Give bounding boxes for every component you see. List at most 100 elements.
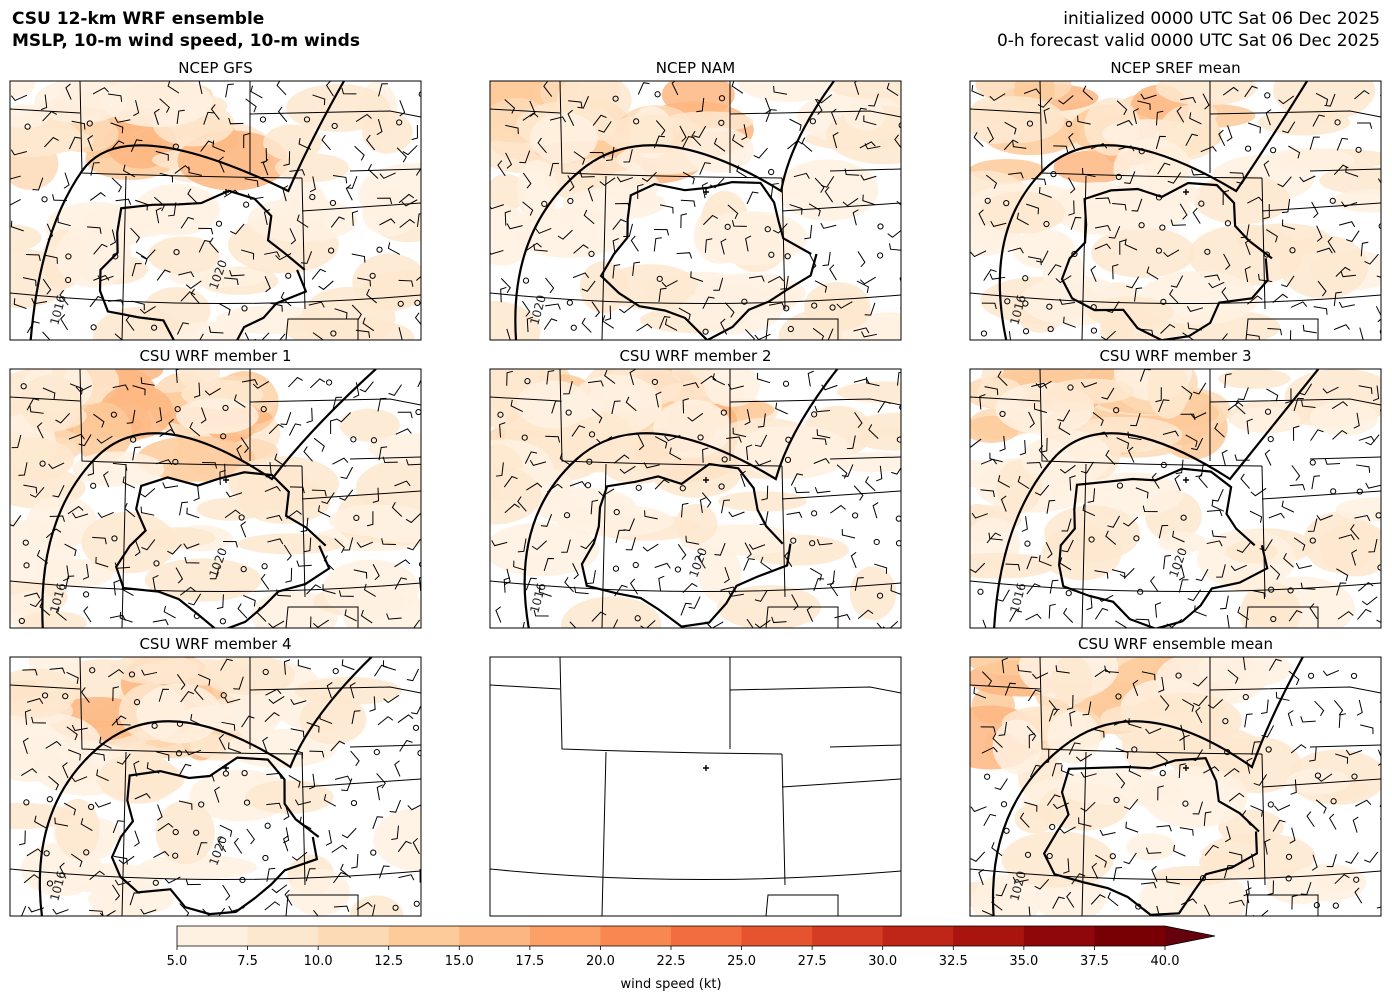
wind-barb xyxy=(1208,281,1225,289)
wind-barb xyxy=(1247,196,1264,204)
wind-barb xyxy=(661,280,678,288)
wind-barb xyxy=(654,436,668,449)
wind-barb xyxy=(351,304,362,320)
wind-barb xyxy=(1375,306,1381,323)
wind-barb xyxy=(615,529,626,544)
wind-barb xyxy=(387,242,401,255)
wind-shading xyxy=(718,491,807,512)
wind-shading xyxy=(970,96,1065,144)
calm-marker xyxy=(1329,197,1336,204)
wind-barb xyxy=(882,621,899,628)
wind-barb xyxy=(1251,589,1266,599)
calm-marker xyxy=(1267,801,1274,808)
wind-barb xyxy=(1104,665,1119,674)
wind-barb xyxy=(753,147,768,159)
calm-marker xyxy=(39,460,46,467)
wind-barb xyxy=(726,436,742,443)
wind-barb xyxy=(134,830,140,847)
wind-barb xyxy=(1046,499,1056,514)
wind-barb xyxy=(1154,602,1162,618)
location-marker xyxy=(703,189,709,195)
wind-barb xyxy=(1240,473,1250,489)
wind-shading xyxy=(844,101,886,131)
wind-barb xyxy=(860,174,877,181)
wind-barb xyxy=(300,517,309,533)
wind-barb xyxy=(405,513,421,524)
wind-barb xyxy=(377,397,387,412)
wind-barb xyxy=(236,444,243,462)
wind-barb xyxy=(200,407,207,424)
wind-barb xyxy=(1289,484,1306,491)
wind-barb xyxy=(857,251,866,268)
wind-barb xyxy=(1353,412,1360,429)
wind-barb xyxy=(1382,125,1388,141)
wind-shading xyxy=(490,300,541,340)
wind-barb xyxy=(1244,713,1253,728)
wind-barb xyxy=(641,171,657,182)
wind-barb xyxy=(405,459,421,466)
wind-shading xyxy=(10,127,95,154)
wind-barb xyxy=(981,746,998,754)
wind-barb xyxy=(587,185,594,202)
wind-barb xyxy=(90,192,106,201)
pressure-contour xyxy=(29,81,345,340)
wind-barb xyxy=(66,726,78,741)
wind-barb xyxy=(612,218,627,230)
wind-barb xyxy=(24,592,41,599)
wind-barb xyxy=(198,240,211,253)
wind-barb xyxy=(702,296,715,309)
wind-barb xyxy=(644,510,658,520)
wind-barb xyxy=(349,682,356,699)
wind-barb xyxy=(1048,603,1056,619)
wind-barb xyxy=(1151,865,1158,883)
wind-barb xyxy=(1260,699,1269,714)
wind-barb xyxy=(1160,323,1176,334)
wind-shading xyxy=(171,321,245,340)
wind-shading xyxy=(653,399,732,458)
calm-marker xyxy=(41,196,48,203)
wind-barb xyxy=(1162,430,1179,437)
wind-barb xyxy=(699,497,707,513)
calm-marker xyxy=(172,852,179,859)
wind-barb xyxy=(48,775,60,791)
panel-title: CSU WRF member 2 xyxy=(619,347,771,365)
wind-barb xyxy=(406,619,421,628)
wind-barb xyxy=(770,182,779,198)
calm-marker xyxy=(353,514,360,522)
wind-barb xyxy=(772,223,788,234)
wind-barb xyxy=(991,842,1003,857)
wind-barb xyxy=(1086,594,1093,611)
calm-marker xyxy=(1022,328,1030,335)
wind-barb xyxy=(669,447,682,461)
wind-barb xyxy=(26,848,43,857)
calm-marker xyxy=(417,749,421,757)
wind-barb xyxy=(676,252,693,259)
calm-marker xyxy=(24,123,31,130)
wind-barb xyxy=(343,537,354,551)
wind-barb xyxy=(394,559,411,568)
wind-barb xyxy=(1190,412,1207,419)
wind-barb xyxy=(62,762,69,779)
wind-barb xyxy=(360,609,373,624)
wind-shading xyxy=(849,566,897,621)
calm-marker xyxy=(697,434,704,441)
calm-marker xyxy=(1115,173,1122,180)
wind-barb xyxy=(311,489,327,497)
wind-barb xyxy=(218,302,231,316)
calm-marker xyxy=(1332,902,1339,909)
wind-barb xyxy=(52,194,67,201)
calm-marker xyxy=(1309,537,1316,544)
wind-barb xyxy=(563,381,573,395)
wind-barb xyxy=(382,660,396,671)
calm-marker xyxy=(1330,798,1337,805)
calm-marker xyxy=(330,330,337,337)
state-border xyxy=(490,868,901,881)
wind-barb xyxy=(344,609,357,622)
wind-barb xyxy=(1309,136,1320,150)
calm-marker xyxy=(999,410,1006,418)
map-content xyxy=(490,657,901,916)
wind-barb xyxy=(1008,331,1012,340)
wind-barb xyxy=(821,328,834,340)
wind-barb xyxy=(1376,906,1381,909)
colorbar-label: wind speed (kt) xyxy=(620,977,721,992)
